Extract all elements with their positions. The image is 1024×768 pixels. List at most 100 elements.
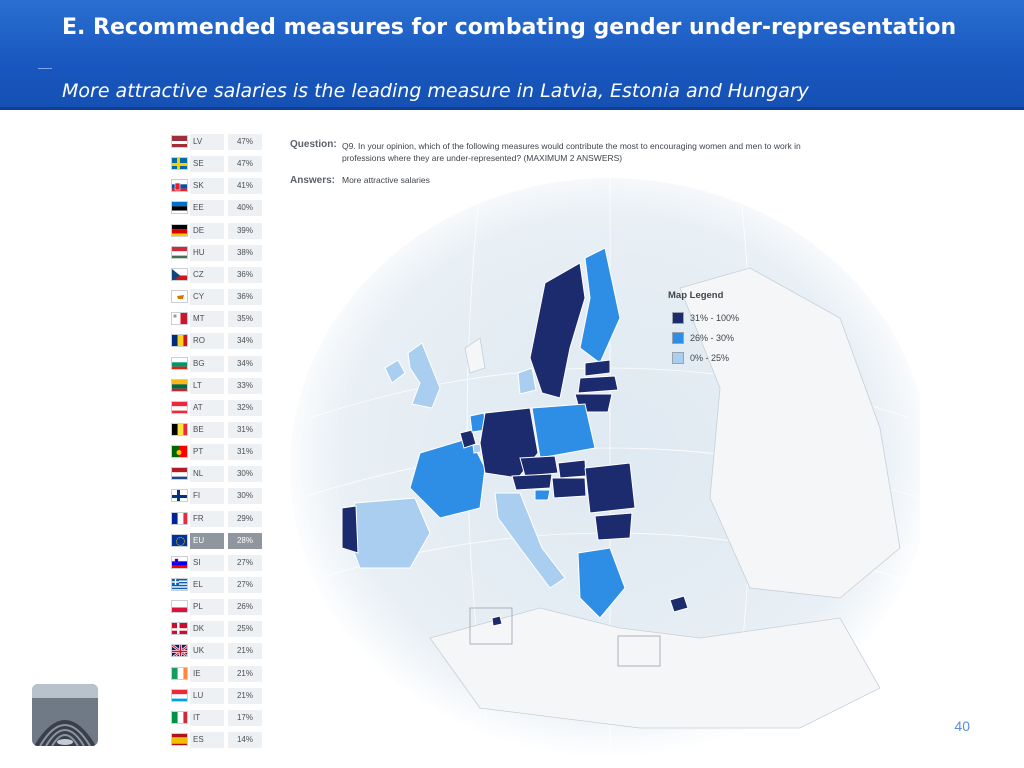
country-percentage: 14% (228, 732, 262, 749)
map-hu (551, 477, 587, 499)
country-code: EU (190, 532, 224, 549)
country-code: SK (190, 178, 224, 195)
country-percentage: 47% (228, 156, 262, 173)
map-si (534, 489, 551, 501)
map-lu (472, 443, 482, 454)
map-cy (669, 595, 689, 613)
country-code: IT (190, 709, 224, 726)
malta-inset (469, 607, 513, 645)
flag-pt-icon (171, 445, 188, 459)
legend-item-low: 0% - 25% (668, 351, 788, 371)
country-row-at: AT 32% (168, 399, 278, 416)
country-percentage: 30% (228, 488, 262, 505)
map-cz (519, 455, 559, 477)
flag-be-icon (171, 422, 188, 436)
country-row-el: EL 27% (168, 577, 278, 593)
country-row-be: BE 31% (168, 421, 278, 438)
country-percentage: 21% (228, 665, 262, 682)
country-row-ro: RO 34% (168, 333, 278, 350)
country-percentage: 33% (228, 377, 262, 394)
legend-label-low: 0% - 25% (690, 353, 730, 363)
country-row-cy: CY 36% (168, 289, 278, 306)
flag-ie-icon (171, 666, 188, 680)
legend-swatch-low (672, 352, 684, 364)
country-code: LV (190, 134, 224, 150)
country-code: CZ (190, 266, 224, 283)
flag-bg-icon (171, 356, 188, 370)
country-row-pt: PT 31% (168, 444, 278, 461)
country-percentage: 28% (228, 532, 262, 549)
country-code: AT (190, 399, 224, 416)
legend-swatch-mid (672, 332, 684, 344)
country-percentage: 40% (228, 200, 262, 217)
country-code: FI (190, 488, 224, 505)
country-row-de: DE 39% (168, 222, 278, 239)
country-row-sk: SK 41% (168, 178, 278, 195)
map-pl (531, 403, 596, 459)
flag-eu-icon (171, 533, 188, 547)
map-mt (491, 615, 503, 627)
map-se (529, 262, 586, 399)
country-row-cz: CZ 36% (168, 266, 278, 283)
flag-ro-icon (171, 334, 188, 348)
flag-fr-icon (171, 511, 188, 525)
flag-es-icon (171, 733, 188, 747)
country-code: PL (190, 599, 224, 616)
country-percentage: 21% (228, 643, 262, 660)
question-text: Q9. In your opinion, which of the follow… (342, 141, 801, 163)
parliament-hemicycle-image (32, 684, 98, 746)
country-row-ee: EE 40% (168, 200, 278, 217)
flag-si-icon (171, 555, 188, 569)
country-percentage: 34% (228, 355, 262, 372)
country-code: CY (190, 289, 224, 306)
flag-cz-icon (171, 267, 188, 281)
map-lv (577, 375, 619, 394)
legend-swatch-high (672, 312, 684, 324)
country-percentage: 29% (228, 510, 262, 527)
legend-label-high: 31% - 100% (690, 313, 740, 323)
flag-el-icon (171, 578, 188, 591)
flag-mt-icon (171, 312, 188, 326)
map-dk (517, 367, 537, 395)
country-row-bg: BG 34% (168, 355, 278, 372)
cyprus-inset (617, 635, 661, 667)
country-percentage: 17% (228, 709, 262, 726)
slide-subtitle: More attractive salaries is the leading … (62, 80, 809, 102)
map-it (494, 492, 566, 589)
flag-at-icon (171, 400, 188, 414)
flag-nl-icon (171, 467, 188, 481)
flag-uk-icon (171, 644, 188, 658)
country-percentage: 35% (228, 311, 262, 328)
country-percentage: 41% (228, 178, 262, 195)
map-ro (584, 462, 636, 514)
country-code: FR (190, 510, 224, 527)
map-bg (594, 512, 633, 541)
country-code: ES (190, 732, 224, 749)
map-pt (341, 505, 359, 554)
country-row-eu: EU 28% (168, 532, 278, 549)
country-code: LU (190, 687, 224, 704)
country-code: DE (190, 222, 224, 239)
map-be (459, 429, 477, 449)
country-code: PT (190, 444, 224, 461)
country-code: SE (190, 156, 224, 173)
country-code: MT (190, 311, 224, 328)
country-row-pl: PL 26% (168, 599, 278, 616)
question-label: Question: (290, 139, 337, 150)
country-code: UK (190, 643, 224, 660)
country-code: DK (190, 621, 224, 638)
country-code: HU (190, 244, 224, 261)
map-sk (557, 459, 587, 479)
country-percentage: 47% (228, 134, 262, 150)
country-row-dk: DK 25% (168, 621, 278, 638)
country-row-fi: FI 30% (168, 488, 278, 505)
country-row-lu: LU 21% (168, 687, 278, 704)
country-code: BE (190, 421, 224, 438)
flag-fi-icon (171, 489, 188, 503)
country-percentage: 27% (228, 577, 262, 593)
answers-label: Answers: (290, 175, 336, 186)
country-percentage: 31% (228, 421, 262, 438)
country-code: IE (190, 665, 224, 682)
non-eu-land (429, 267, 901, 729)
country-row-es: ES 14% (168, 732, 278, 749)
